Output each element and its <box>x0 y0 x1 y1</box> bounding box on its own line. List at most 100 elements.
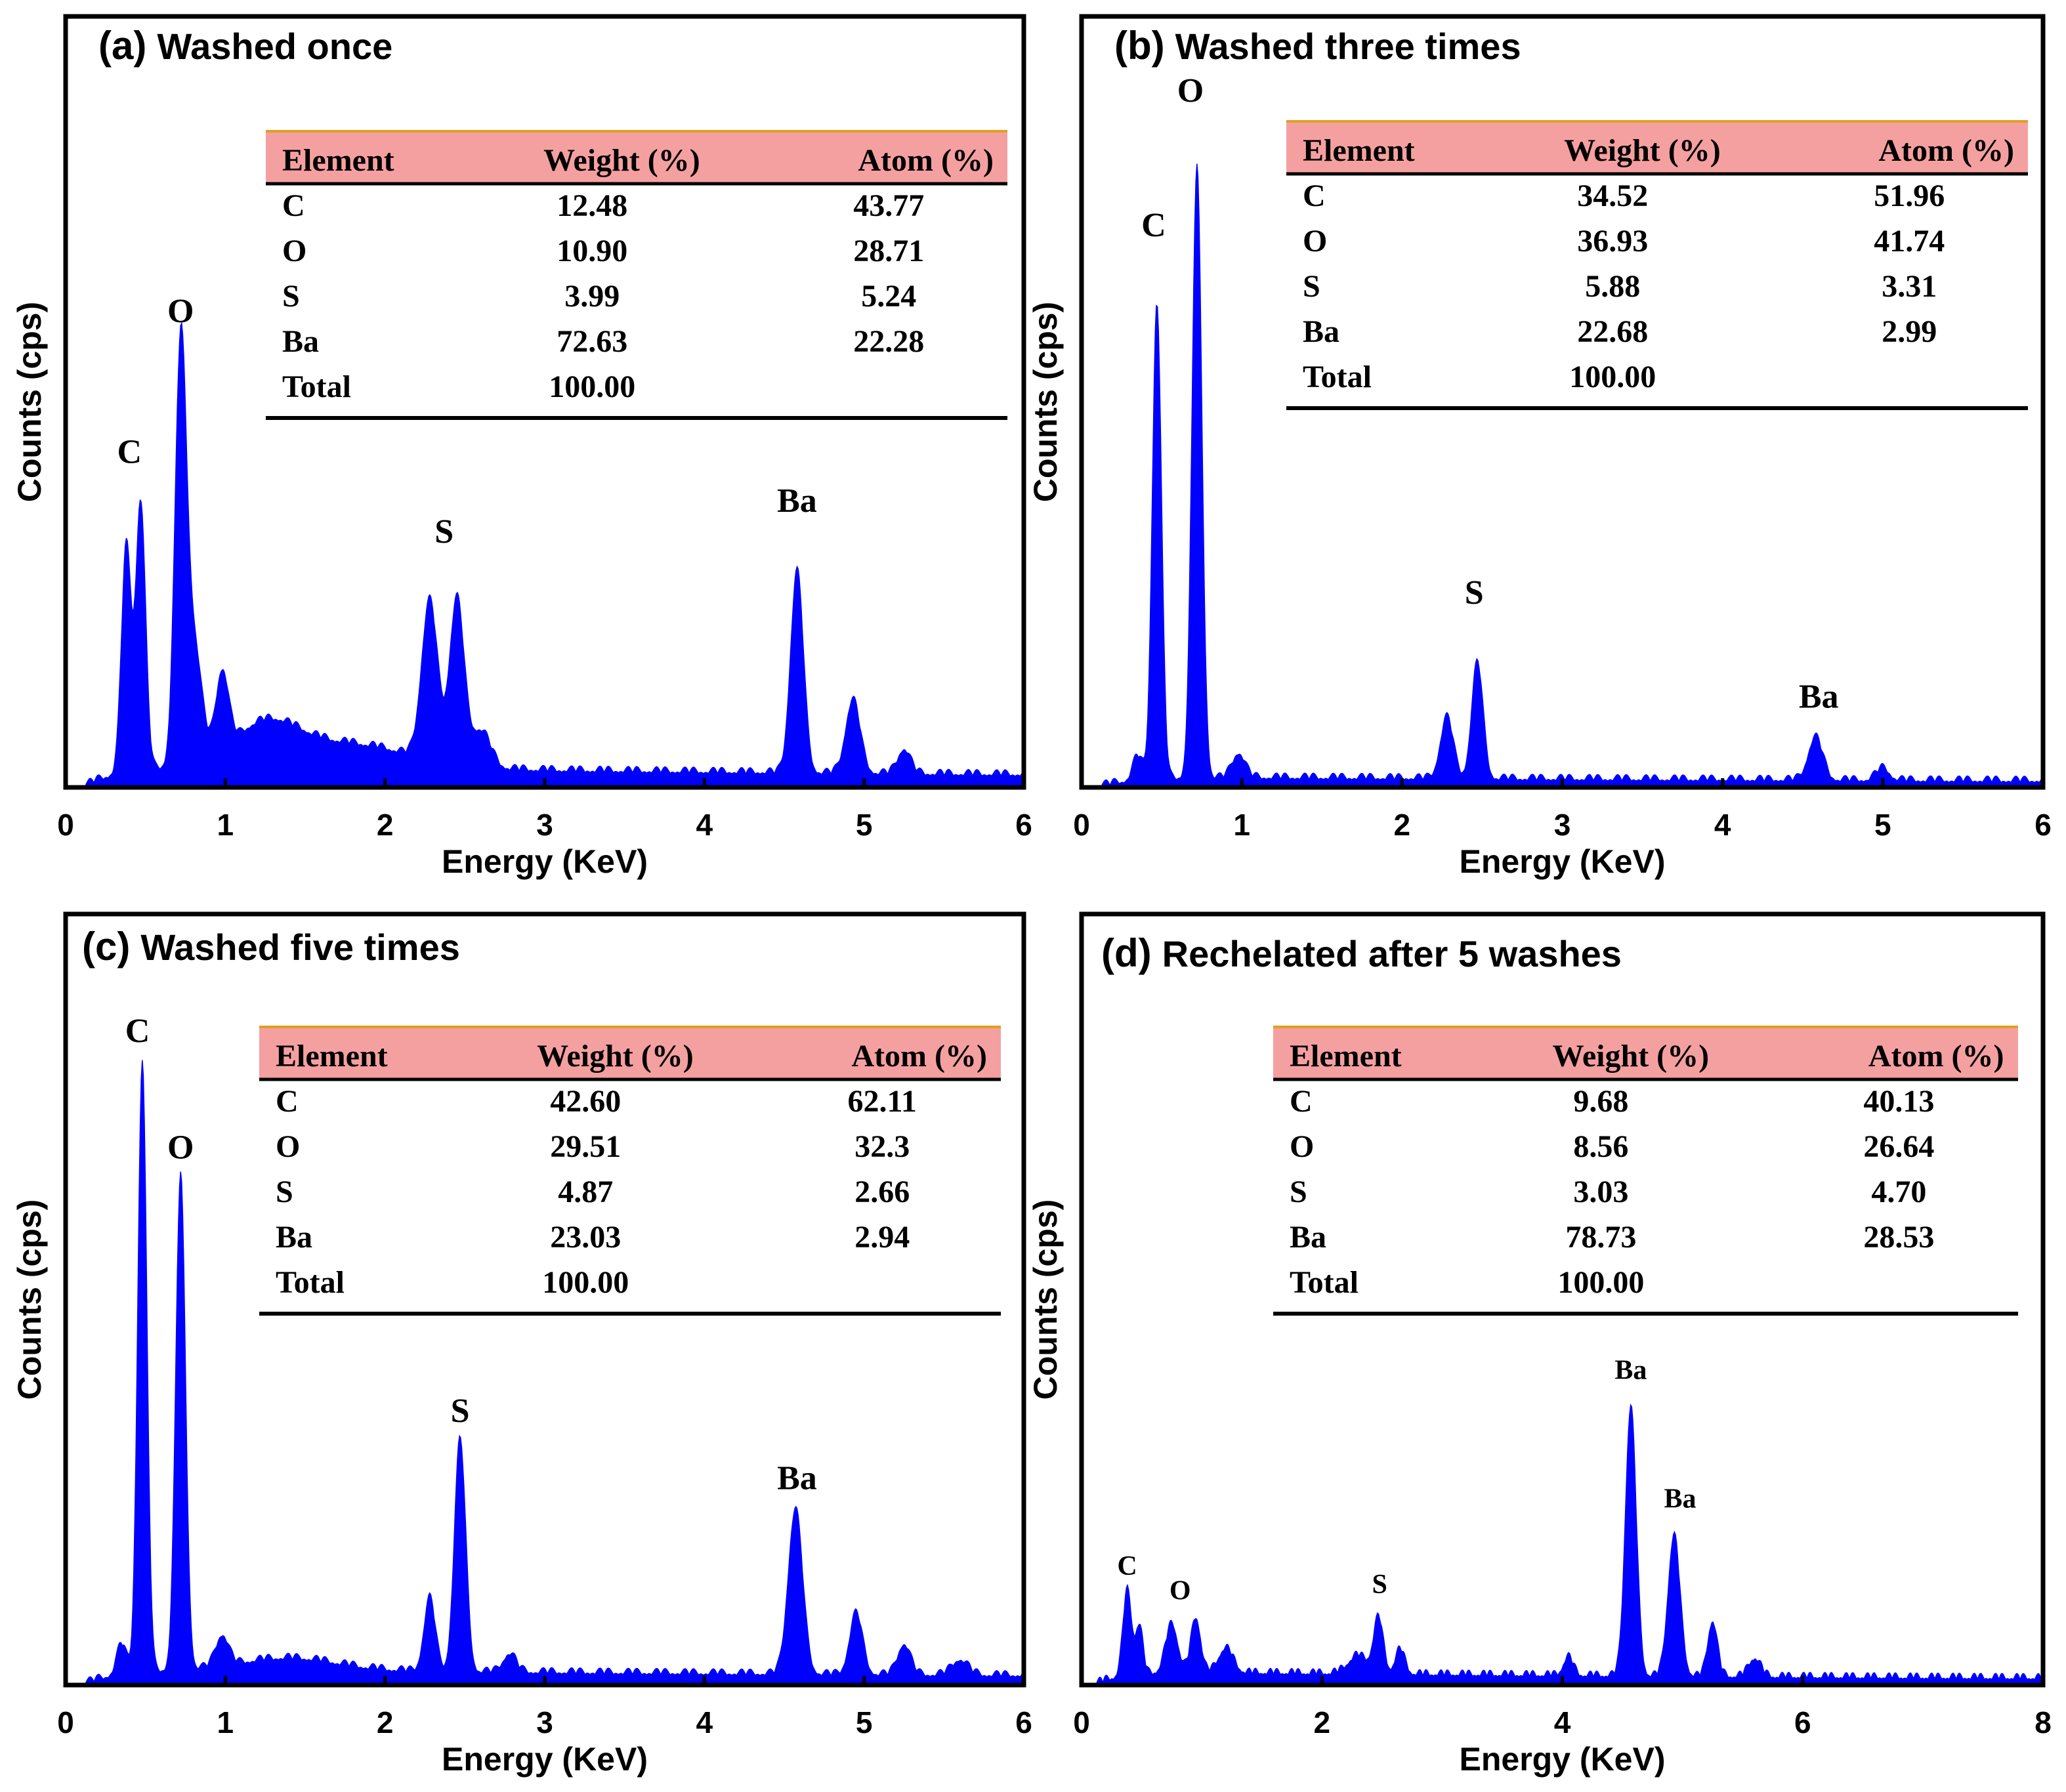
table-cell: C <box>282 188 305 223</box>
x-tick-label: 2 <box>1313 1705 1330 1740</box>
table-cell: 22.28 <box>853 324 924 359</box>
table-cell: 2.99 <box>1882 314 1937 349</box>
composition-table: Element Weight (%) Atom (%) C 12.48 43.77 O 10.… <box>266 130 1007 420</box>
table-cell: 9.68 <box>1573 1084 1628 1119</box>
x-tick-label: 6 <box>1015 1705 1032 1740</box>
table-cell: O <box>282 234 306 268</box>
x-axis-label: Energy (KeV) <box>1460 1741 1666 1778</box>
panel-title-text: Washed three times <box>1175 26 1521 67</box>
table-cell: 100.00 <box>549 369 635 404</box>
table-cell: 3.99 <box>564 279 620 314</box>
spectrum-series <box>66 1060 1024 1686</box>
table-header-cell: Atom (%) <box>858 143 994 178</box>
table-cell: 100.00 <box>1569 360 1656 394</box>
x-tick-label: 1 <box>1233 808 1250 842</box>
table-header-cell: Weight (%) <box>543 143 700 178</box>
peak-label-s: S <box>451 1392 470 1430</box>
panel-label: (c) <box>82 925 130 969</box>
table-cell: O <box>1290 1129 1314 1164</box>
x-tick-label: 0 <box>1073 1705 1090 1740</box>
peak-label-s: S <box>1465 574 1484 612</box>
panel-d: 0 2 4 6 8 Energy (KeV) Counts (cps) (d) Rechelat… <box>1027 911 2052 1778</box>
spectrum-series <box>66 321 1024 788</box>
table-cell: 29.51 <box>550 1129 621 1164</box>
peak-label-ba: Ba <box>777 1459 817 1497</box>
table-cell: 3.03 <box>1573 1175 1628 1209</box>
table-cell: Ba <box>276 1220 312 1255</box>
x-tick-label: 5 <box>1874 808 1891 842</box>
table-header-bg <box>259 1028 1001 1078</box>
table-cell: 8.56 <box>1573 1129 1628 1164</box>
spectrum-series <box>1082 1403 2044 1686</box>
table-cell: S <box>1303 269 1320 304</box>
table-header-bg <box>1273 1028 2018 1078</box>
x-tick-label: 2 <box>377 1705 394 1740</box>
x-tick-label: 0 <box>1073 808 1090 842</box>
table-cell: 100.00 <box>542 1265 629 1300</box>
peak-label-c: C <box>1117 1551 1137 1581</box>
table-cell: Ba <box>1303 314 1339 349</box>
peak-label-o: O <box>1170 1575 1191 1606</box>
x-tick-label: 6 <box>2034 808 2052 842</box>
table-cell: Total <box>276 1265 345 1300</box>
x-tick-label: 6 <box>1794 1705 1811 1740</box>
panel-label: (d) <box>1101 931 1152 975</box>
x-axis-label: Energy (KeV) <box>442 843 648 880</box>
table-cell: 78.73 <box>1565 1220 1636 1255</box>
table-cell: Total <box>282 369 351 404</box>
table-cell: Ba <box>1290 1220 1326 1255</box>
table-cell: 3.31 <box>1882 269 1937 304</box>
table-cell: C <box>1290 1084 1313 1119</box>
table-cell: Total <box>1303 360 1372 394</box>
peak-label-o: O <box>1177 72 1204 110</box>
table-header-cell: Weight (%) <box>1564 133 1721 168</box>
table-cell: 4.70 <box>1871 1175 1926 1209</box>
table-cell: Ba <box>282 324 319 359</box>
panel-title: (b) Washed three times <box>1114 24 1521 68</box>
x-tick-label: 3 <box>1554 808 1571 842</box>
table-cell: 72.63 <box>557 324 627 359</box>
table-cell: 43.77 <box>853 188 924 223</box>
x-axis-label: Energy (KeV) <box>442 1741 648 1778</box>
table-cell: 23.03 <box>550 1220 621 1255</box>
table-cell: 42.60 <box>550 1084 621 1119</box>
y-axis-label: Counts (cps) <box>11 302 48 503</box>
peak-label-c: C <box>117 433 142 470</box>
x-tick-label: 0 <box>57 1705 74 1740</box>
x-tick-label: 4 <box>1714 808 1731 842</box>
table-cell: 5.88 <box>1585 269 1640 304</box>
table-cell: 28.71 <box>853 234 924 268</box>
table-header-cell: Element <box>1290 1039 1402 1073</box>
peak-label-c: C <box>125 1012 150 1050</box>
table-cell: 100.00 <box>1557 1265 1644 1300</box>
table-cell: C <box>276 1084 299 1119</box>
composition-table: Element Weight (%) Atom (%) C 42.60 62.11 O 29.… <box>259 1026 1001 1316</box>
y-axis-label: Counts (cps) <box>1027 1199 1064 1400</box>
table-header-cell: Element <box>1303 133 1415 168</box>
table-header-cell: Atom (%) <box>1878 133 2014 168</box>
table-cell: S <box>276 1175 293 1209</box>
x-tick-label: 5 <box>856 808 873 842</box>
table-header-cell: Atom (%) <box>1868 1039 2004 1073</box>
composition-table: Element Weight (%) Atom (%) C 9.68 40.13 O 8.56… <box>1273 1026 2018 1316</box>
y-axis-label: Counts (cps) <box>1027 302 1064 503</box>
table-cell: O <box>1303 224 1327 259</box>
peak-label-ba: Ba <box>1664 1484 1696 1514</box>
x-tick-label: 1 <box>217 1705 234 1740</box>
table-cell: 62.11 <box>848 1084 917 1119</box>
table-cell: 22.68 <box>1577 314 1648 349</box>
table-cell: 5.24 <box>861 279 916 314</box>
peak-label-o: O <box>167 293 194 330</box>
table-header-bg <box>266 133 1007 182</box>
panel-label: (a) <box>98 24 146 68</box>
composition-table: Element Weight (%) Atom (%) C 34.52 51.96 O 36.… <box>1286 120 2028 410</box>
spectrum-series <box>1082 163 2044 788</box>
table-cell: 36.93 <box>1577 224 1648 259</box>
panel-b: 0 1 2 3 4 5 6 Energy (KeV) Counts (cps) (b) Washed… <box>1027 14 2052 880</box>
x-tick-label: 2 <box>377 808 394 842</box>
table-cell: 2.94 <box>854 1220 910 1255</box>
panel-title-text: Washed once <box>157 26 392 67</box>
table-cell: Total <box>1290 1265 1359 1300</box>
table-header-bg <box>1286 123 2028 173</box>
table-cell: 32.3 <box>854 1129 910 1164</box>
